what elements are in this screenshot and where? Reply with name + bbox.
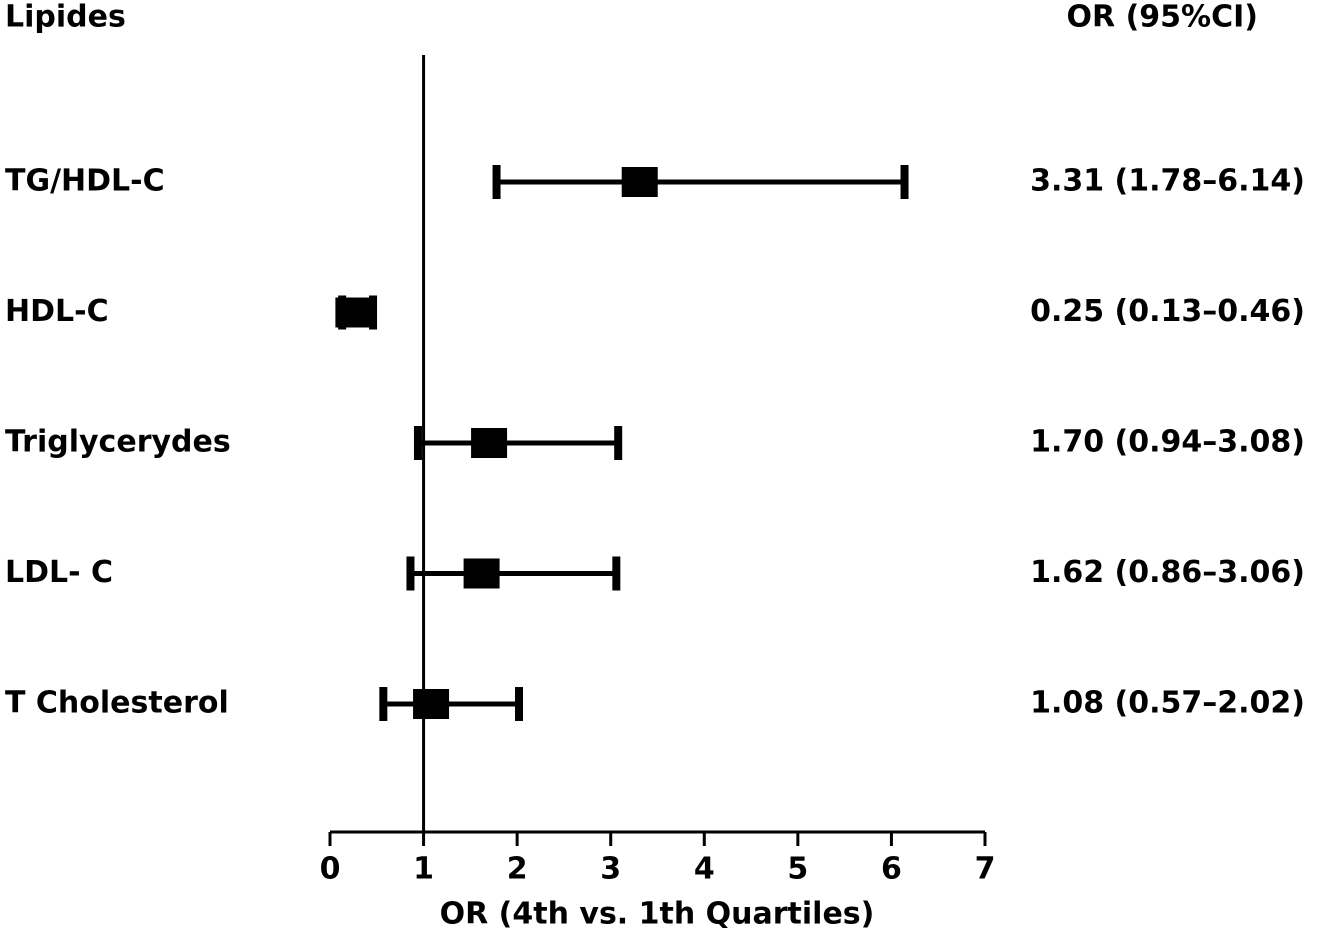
point-estimate — [621, 167, 658, 197]
x-tick-label: 2 — [507, 852, 528, 887]
x-axis-label: OR (4th vs. 1th Quartiles) — [440, 897, 875, 932]
value-label: 1.62 (0.86–3.06) — [1030, 555, 1305, 590]
point-estimate — [463, 558, 500, 589]
x-tick-label: 1 — [413, 852, 434, 887]
value-label: 1.70 (0.94–3.08) — [1030, 425, 1305, 460]
point-estimate — [471, 428, 508, 458]
value-label: 1.08 (0.57–2.02) — [1030, 686, 1305, 721]
value-label: 0.25 (0.13–0.46) — [1030, 294, 1305, 329]
value-header: OR (95%CI) — [1067, 0, 1258, 35]
category-label: T Cholesterol — [5, 686, 229, 721]
category-label: Triglycerydes — [5, 425, 231, 460]
point-estimate — [335, 297, 372, 328]
x-tick-label: 0 — [320, 852, 341, 887]
category-label: HDL-C — [5, 294, 109, 329]
point-estimate — [413, 689, 450, 719]
x-tick-label: 4 — [694, 852, 715, 887]
value-label: 3.31 (1.78–6.14) — [1030, 164, 1305, 199]
row-header: Lipides — [5, 0, 126, 35]
category-label: LDL- C — [5, 555, 113, 590]
x-tick-label: 3 — [600, 852, 621, 887]
category-label: TG/HDL-C — [5, 164, 165, 199]
x-tick-label: 5 — [787, 852, 808, 887]
x-tick-label: 7 — [975, 852, 996, 887]
x-tick-label: 6 — [881, 852, 902, 887]
